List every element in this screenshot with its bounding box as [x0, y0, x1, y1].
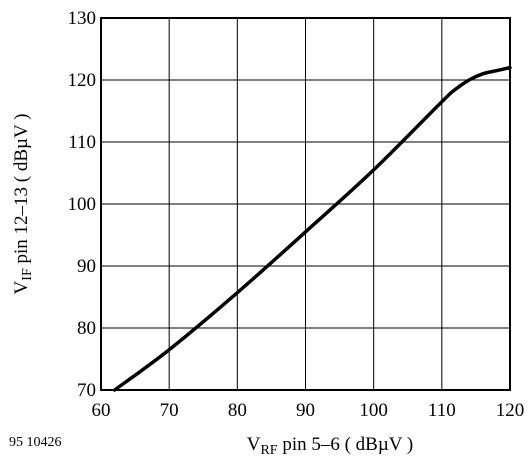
x-tick-label-1: 70: [160, 400, 179, 421]
series-line-0: [112, 65, 512, 392]
figure-id: 95 10426: [9, 435, 62, 450]
y-tick-labels: 70 80 90 100 110 120 130: [68, 8, 97, 401]
y-axis-title-main: V: [11, 280, 32, 294]
x-tick-label-2: 80: [228, 400, 247, 421]
y-tick-label-6: 130: [68, 8, 97, 29]
x-axis-title-sub: RF: [260, 443, 277, 458]
x-axis-title: VRF pin 5–6 ( dBµV ): [247, 434, 414, 458]
x-tick-label-6: 120: [496, 400, 525, 421]
x-tick-label-4: 100: [359, 400, 388, 421]
y-axis-title-sub: IF: [20, 268, 35, 281]
x-axis-title-rest: pin 5–6 ( dBµV ): [278, 434, 414, 455]
grid: [101, 18, 510, 390]
x-tick-label-0: 60: [92, 400, 111, 421]
x-axis-title-main: V: [247, 434, 261, 455]
x-tick-label-3: 90: [296, 400, 315, 421]
y-tick-label-2: 90: [77, 256, 96, 277]
y-tick-label-1: 80: [77, 318, 96, 339]
x-tick-labels: 60 70 80 90 100 110 120: [92, 400, 525, 421]
plot-frame: [100, 17, 511, 391]
series-layer: [112, 65, 512, 392]
y-axis-title: VIF pin 12–13 ( dBµV ): [11, 114, 35, 295]
x-tick-label-5: 110: [428, 400, 456, 421]
y-tick-label-3: 100: [68, 194, 97, 215]
y-tick-label-4: 110: [68, 132, 96, 153]
y-tick-label-5: 120: [68, 70, 97, 91]
y-tick-label-0: 70: [77, 380, 96, 401]
y-axis-title-rest: pin 12–13 ( dBµV ): [11, 114, 32, 269]
